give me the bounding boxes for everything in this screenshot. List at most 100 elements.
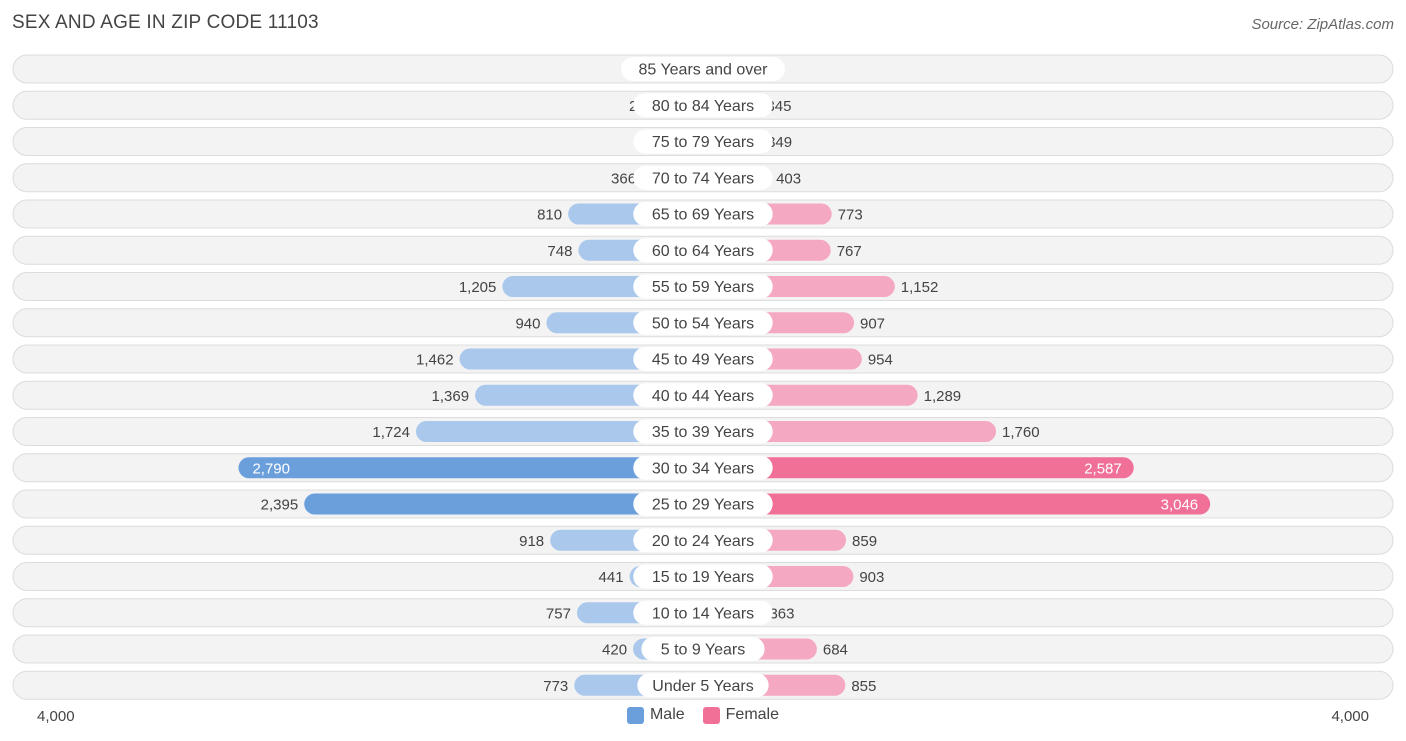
chart-row: 940 907 50 to 54 Years [12, 308, 1394, 338]
bar-female [703, 457, 1134, 479]
legend: Male Female [0, 706, 1406, 724]
value-label-male: 918 [519, 533, 544, 550]
value-label-male: 366 [611, 170, 636, 187]
chart-row: 25834580 to 84 Years [12, 90, 1394, 120]
category-label: 5 to 9 Years [661, 642, 746, 659]
chart-row: 810 773 65 to 69 Years [12, 199, 1394, 229]
category-label: 55 to 59 Years [652, 279, 754, 296]
category-label-bg [633, 165, 773, 190]
legend-label-male: Male [649, 706, 685, 723]
category-label-bg [637, 673, 769, 698]
category-label: 50 to 54 Years [652, 315, 754, 332]
value-label-male: 420 [602, 642, 627, 659]
category-label: 45 to 49 Years [652, 352, 754, 369]
category-label: 30 to 34 Years [652, 460, 754, 477]
category-label: 60 to 64 Years [652, 243, 754, 260]
category-label-bg [633, 129, 773, 154]
value-label-male: 1,205 [459, 279, 497, 296]
category-label-bg [633, 455, 773, 480]
bar-female [703, 493, 1211, 515]
category-label: 85 Years and over [639, 62, 769, 79]
chart-row: 1,462 954 45 to 49 Years [12, 344, 1394, 374]
value-label-male: 757 [546, 605, 571, 622]
category-label-bg [633, 528, 773, 553]
value-label-female: 855 [851, 678, 876, 695]
category-label: 75 to 79 Years [652, 134, 754, 151]
category-label-bg [633, 492, 773, 516]
category-label: 70 to 74 Years [652, 170, 754, 187]
value-label-female: 1,152 [901, 279, 939, 296]
category-label-bg [633, 564, 773, 589]
value-label-female: 1,760 [1002, 424, 1040, 441]
value-label-female: 684 [823, 642, 848, 659]
category-label-bg [633, 310, 773, 335]
category-label-bg [621, 57, 785, 81]
value-label-male: 441 [599, 569, 624, 586]
value-label-female: 363 [769, 605, 794, 622]
legend-item-male[interactable]: Male [626, 706, 685, 724]
value-label-female: 1,289 [924, 388, 962, 405]
chart-row: 773 855 Under 5 Years [12, 670, 1394, 700]
category-label-bg [633, 238, 773, 263]
value-label-female: 859 [852, 533, 877, 550]
chart-row: 366 403 70 to 74 Years [12, 163, 1394, 193]
chart-row: 748 767 60 to 64 Years [12, 235, 1394, 265]
value-label-male: 1,369 [432, 388, 470, 405]
chart-row: 918 859 20 to 24 Years [12, 525, 1394, 555]
category-label: 65 to 69 Years [652, 207, 754, 224]
axis-label-left: 4,000 [37, 708, 75, 725]
value-label-male: 773 [543, 678, 568, 695]
chart-title: SEX AND AGE IN ZIP CODE 11103 [12, 12, 319, 33]
chart-row: 20334975 to 79 Years [12, 127, 1394, 156]
legend-label-female: Female [725, 706, 780, 723]
category-label-bg [633, 383, 773, 408]
value-label-male: 1,462 [416, 352, 454, 369]
category-label: 35 to 39 Years [652, 424, 754, 441]
value-label-female: 345 [766, 98, 791, 115]
value-label-female: 773 [838, 207, 863, 224]
value-label-male: 2,395 [261, 497, 299, 514]
category-label: Under 5 Years [652, 678, 753, 695]
legend-item-female[interactable]: Female [702, 706, 780, 724]
category-label: 40 to 44 Years [652, 388, 754, 405]
bar-male [304, 493, 703, 515]
value-label-male: 940 [515, 315, 540, 332]
value-label-female: 907 [860, 315, 885, 332]
category-label-bg [633, 347, 773, 371]
category-label: 25 to 29 Years [652, 497, 754, 514]
chart-row: 1,205 1,152 55 to 59 Years [12, 272, 1394, 301]
category-label-bg [633, 202, 773, 226]
chart-row: 2,395 3,046 25 to 29 Years [12, 489, 1394, 519]
category-label-bg [633, 419, 773, 444]
value-label-female: 3,046 [1161, 497, 1199, 514]
bar-male [415, 421, 703, 442]
value-label-female: 767 [837, 243, 862, 260]
value-label-female: 403 [776, 170, 801, 187]
value-label-female: 954 [868, 352, 893, 369]
category-label-bg [633, 274, 773, 299]
chart-row: 1,369 1,289 40 to 44 Years [12, 380, 1394, 410]
value-label-male: 2,790 [252, 460, 290, 477]
chart-row: 757 363 10 to 14 Years [12, 598, 1394, 628]
chart-row: 2,790 2,587 30 to 34 Years [12, 453, 1394, 483]
value-label-female: 903 [859, 569, 884, 586]
bar-female [703, 421, 997, 442]
chart-row: 13620185 Years and over [12, 54, 1394, 84]
source-note: Source: ZipAtlas.com [1251, 16, 1394, 33]
category-label: 15 to 19 Years [652, 569, 754, 586]
value-label-male: 810 [537, 207, 562, 224]
category-label-bg [633, 600, 773, 625]
chart-row: 420 684 5 to 9 Years [12, 634, 1394, 664]
value-label-male: 748 [547, 243, 572, 260]
value-label-female: 349 [767, 134, 792, 151]
axis-label-right: 4,000 [1331, 708, 1369, 725]
value-label-male: 1,724 [372, 424, 410, 441]
category-label: 20 to 24 Years [652, 533, 754, 550]
category-label: 80 to 84 Years [652, 98, 754, 115]
bar-male [238, 457, 703, 479]
legend-swatch-male [626, 706, 644, 724]
category-label-bg [633, 93, 773, 118]
category-label-bg [641, 637, 765, 661]
chart-row: 441 903 15 to 19 Years [12, 562, 1394, 591]
legend-swatch-female [702, 706, 720, 724]
